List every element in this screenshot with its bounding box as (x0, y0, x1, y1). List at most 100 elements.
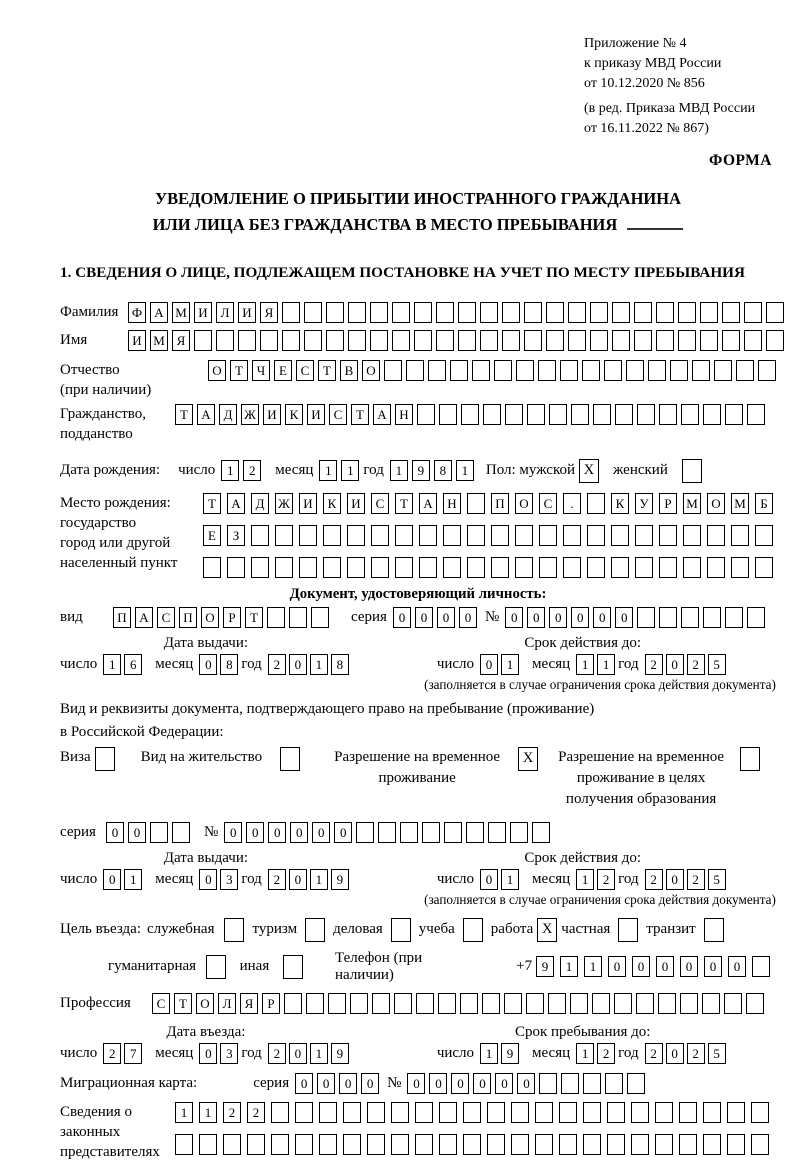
form-cell[interactable] (450, 359, 468, 381)
form-cell[interactable] (487, 1101, 505, 1123)
form-cell[interactable]: П (113, 606, 131, 628)
form-cell[interactable] (323, 524, 341, 546)
form-cell[interactable] (247, 1133, 265, 1155)
form-cell[interactable] (681, 404, 699, 425)
form-cell[interactable]: 2 (644, 1042, 663, 1064)
form-cell[interactable] (149, 821, 168, 843)
form-cell[interactable]: 0 (495, 1072, 514, 1094)
form-cell[interactable] (392, 329, 410, 351)
form-cell[interactable]: 0 (680, 956, 698, 977)
form-cell[interactable] (612, 301, 630, 323)
form-cell[interactable] (546, 301, 564, 323)
form-cell[interactable]: 1 (221, 460, 240, 481)
form-cell[interactable]: И (128, 329, 146, 351)
form-cell[interactable]: 8 (433, 460, 452, 481)
form-cell[interactable] (751, 1101, 769, 1123)
form-cell[interactable]: 5 (707, 1042, 726, 1064)
form-cell[interactable]: 2 (686, 1042, 705, 1064)
form-cell[interactable] (467, 556, 485, 578)
form-cell[interactable] (406, 359, 424, 381)
form-cell[interactable]: 6 (124, 653, 143, 675)
form-cell[interactable]: 0 (407, 1072, 426, 1094)
form-cell[interactable] (238, 329, 256, 351)
form-cell[interactable] (656, 301, 674, 323)
form-cell[interactable]: 2 (247, 1101, 265, 1123)
form-cell[interactable] (299, 556, 317, 578)
form-cell[interactable] (546, 329, 564, 351)
form-cell[interactable]: Т (175, 404, 193, 425)
form-cell[interactable] (744, 301, 762, 323)
form-cell[interactable] (635, 524, 653, 546)
form-cell[interactable] (282, 301, 300, 323)
form-cell[interactable]: 1 (124, 868, 143, 890)
form-cell[interactable] (727, 1101, 745, 1123)
form-cell[interactable] (611, 556, 629, 578)
form-cell[interactable]: С (329, 404, 347, 425)
form-cell[interactable] (611, 524, 629, 546)
form-cell[interactable] (203, 556, 221, 578)
form-cell[interactable] (607, 1101, 625, 1123)
form-cell[interactable] (766, 301, 784, 323)
form-cell[interactable]: 9 (501, 1042, 520, 1064)
form-cell[interactable] (417, 404, 435, 425)
form-cell[interactable] (722, 301, 740, 323)
form-cell[interactable]: П (491, 492, 509, 514)
purpose-transit-checkbox[interactable] (703, 917, 724, 942)
form-cell[interactable] (724, 992, 742, 1014)
form-cell[interactable] (725, 404, 743, 425)
form-cell[interactable] (384, 359, 402, 381)
form-cell[interactable]: 0 (549, 606, 568, 628)
form-cell[interactable]: 0 (199, 1042, 218, 1064)
form-cell[interactable] (703, 1133, 721, 1155)
form-cell[interactable] (483, 404, 501, 425)
form-cell[interactable] (561, 1072, 580, 1094)
form-cell[interactable]: 0 (429, 1072, 448, 1094)
form-cell[interactable] (467, 524, 485, 546)
form-cell[interactable] (372, 992, 390, 1014)
form-cell[interactable]: 0 (414, 606, 433, 628)
form-cell[interactable]: С (157, 606, 175, 628)
form-cell[interactable]: Т (395, 492, 413, 514)
form-cell[interactable]: 0 (268, 821, 287, 843)
form-cell[interactable] (416, 992, 434, 1014)
form-cell[interactable] (526, 992, 544, 1014)
form-cell[interactable] (443, 524, 461, 546)
form-cell[interactable] (636, 992, 654, 1014)
form-cell[interactable]: 0 (505, 606, 524, 628)
form-cell[interactable]: 2 (644, 653, 663, 675)
form-cell[interactable] (587, 524, 605, 546)
form-cell[interactable] (295, 1101, 313, 1123)
sex-male-checkbox[interactable]: X (579, 458, 600, 483)
form-cell[interactable] (282, 329, 300, 351)
form-cell[interactable] (175, 1133, 193, 1155)
form-cell[interactable] (251, 524, 269, 546)
purpose-humanitarian-checkbox[interactable] (205, 954, 226, 979)
form-cell[interactable]: И (238, 301, 256, 323)
form-cell[interactable]: М (683, 492, 701, 514)
form-cell[interactable]: Ж (275, 492, 293, 514)
form-cell[interactable] (659, 524, 677, 546)
form-cell[interactable] (678, 301, 696, 323)
form-cell[interactable]: 2 (597, 1042, 616, 1064)
form-cell[interactable]: И (347, 492, 365, 514)
form-cell[interactable]: 1 (309, 868, 328, 890)
form-cell[interactable]: . (563, 492, 581, 514)
form-cell[interactable]: А (197, 404, 215, 425)
form-cell[interactable] (347, 556, 365, 578)
form-cell[interactable] (700, 301, 718, 323)
form-cell[interactable] (419, 556, 437, 578)
form-cell[interactable] (356, 821, 375, 843)
form-cell[interactable] (395, 524, 413, 546)
form-cell[interactable]: О (208, 359, 226, 381)
form-cell[interactable] (461, 404, 479, 425)
form-cell[interactable]: 1 (480, 1042, 499, 1064)
form-cell[interactable] (532, 821, 551, 843)
form-cell[interactable]: Т (245, 606, 263, 628)
form-cell[interactable]: 0 (451, 1072, 470, 1094)
form-cell[interactable]: 2 (267, 868, 286, 890)
form-cell[interactable] (275, 524, 293, 546)
form-cell[interactable] (658, 992, 676, 1014)
form-cell[interactable] (731, 556, 749, 578)
form-cell[interactable] (736, 359, 754, 381)
form-cell[interactable] (350, 992, 368, 1014)
